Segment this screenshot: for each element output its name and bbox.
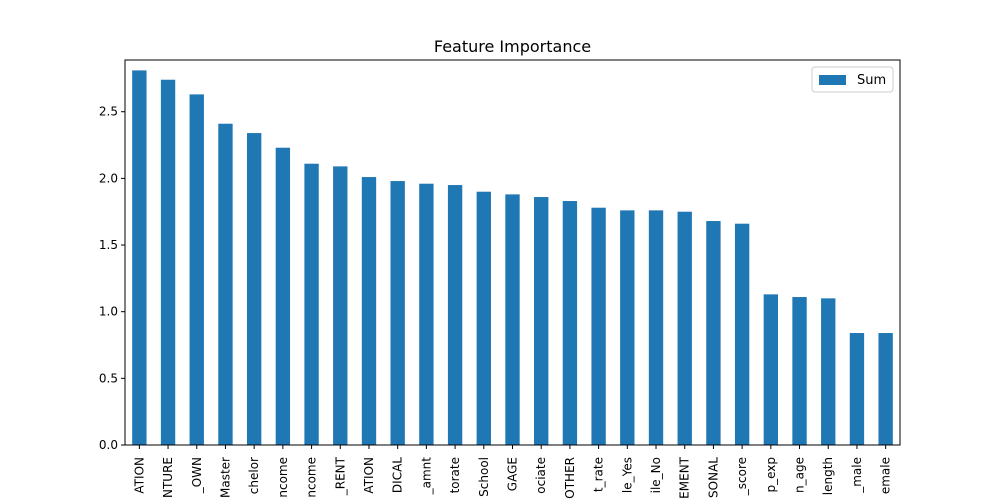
legend-box [811,66,894,93]
bar [849,333,865,445]
bar [534,197,549,445]
x-tick-label: DICAL [391,457,405,493]
x-tick-label: torate [448,457,462,493]
bar [419,183,434,445]
x-tick-label: n_age [793,457,807,493]
bar [333,166,348,445]
bar [792,297,807,445]
x-tick-label: emale [879,457,893,494]
bar [648,210,664,445]
y-tick-label: 1.0 [99,305,118,319]
x-tick-label: ATION [362,457,376,494]
bar [189,94,204,445]
bar [246,133,262,446]
y-tick-label: 1.5 [99,238,118,252]
x-tick-label: p_exp [764,457,778,493]
x-tick-label: GAGE [506,457,520,491]
x-tick-label: NTURE [161,457,175,498]
bar [447,185,463,446]
x-tick-label: ATION [132,457,146,494]
legend: Sum [811,66,894,93]
bar [132,70,147,446]
bar [734,223,750,445]
axes-layer: 0.0 0.5 1.0 1.5 2.0 2.5 ATION NTURE _OWN Master ch… [99,59,901,499]
y-tick-label: 0.0 [99,438,118,452]
bar [505,194,520,445]
x-tick-label: le_Yes [620,457,634,493]
x-tick-label: chelor [247,457,261,494]
y-tick-label: 2.0 [99,171,118,185]
bar [275,147,291,445]
x-tick-label: ncome [305,457,319,498]
x-tick-label: ile_No [649,457,663,493]
bar [878,333,893,445]
bar [763,294,779,445]
chart-title: Feature Importance [434,37,591,56]
x-tick-label: School [477,457,491,497]
y-tick-label: 0.5 [99,371,118,385]
x-tick-label: t_rate [592,457,606,492]
x-tick-label: _amnt [419,457,433,496]
x-tick-label: SONAL [706,457,720,498]
legend-label: Sum [857,73,886,88]
bar [361,177,377,446]
x-tick-label: _OWN [190,457,204,494]
bar [620,210,635,445]
x-tick-label: _score [735,457,749,496]
bars-layer [132,70,893,446]
x-tick-label: OTHER [563,457,577,499]
bar [304,163,319,445]
x-tick-label: ncome [276,457,290,498]
bar [218,123,233,445]
bar [562,201,578,445]
bar [476,191,491,445]
bar [677,211,692,445]
y-tick-label: 2.5 [99,105,118,119]
x-tick-label: _male [850,457,864,494]
x-tick-label: length [821,457,835,495]
x-tick-label: EMENT [678,456,692,498]
legend-swatch [819,75,846,85]
x-tick-label: _RENT [333,456,347,496]
x-tick-label: Master [218,457,232,498]
bar [390,181,405,446]
bar [706,221,721,445]
bar [821,298,836,445]
bar [160,79,176,445]
x-tick-label: ociate [534,457,548,494]
bar [591,207,606,445]
